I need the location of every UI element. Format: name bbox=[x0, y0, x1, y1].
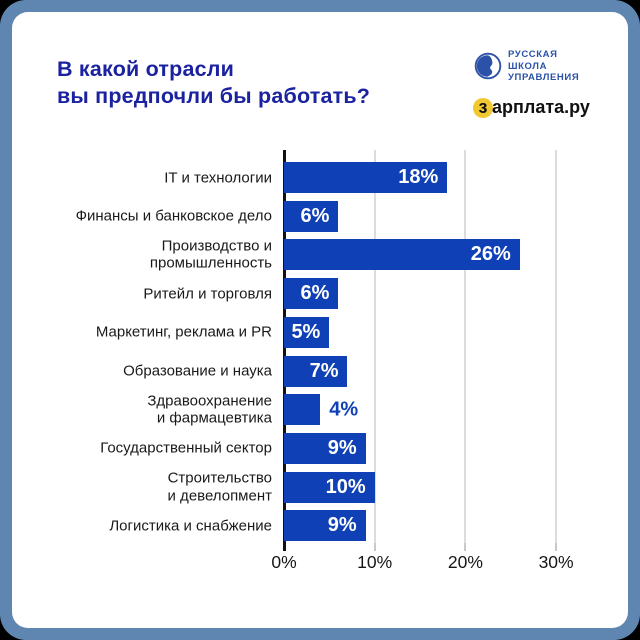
bar-with-value-label: 6% bbox=[284, 200, 339, 232]
x-tick-mark bbox=[555, 543, 558, 551]
category-label: Здравоохранение и фармацевтика bbox=[147, 392, 272, 427]
gridline bbox=[464, 150, 467, 543]
rsu-logo-text: РУССКАЯ ШКОЛА УПРАВЛЕНИЯ bbox=[508, 49, 579, 84]
rsu-logo-line: ШКОЛА bbox=[508, 60, 548, 72]
bar-with-value-label: 9% bbox=[284, 510, 366, 542]
title-line-1: В какой отрасли bbox=[57, 57, 235, 81]
rsu-logo: РУССКАЯ ШКОЛА УПРАВЛЕНИЯ bbox=[474, 49, 579, 84]
x-tick-label: 0% bbox=[271, 552, 297, 572]
rsu-logo-icon bbox=[474, 52, 502, 80]
bar-with-value-label: 7% bbox=[284, 355, 348, 387]
chart: 0% 10% 20% 30% IT и технологии 18% Финансы и б… bbox=[12, 12, 628, 628]
zarplata-logo-text: арплата.ру bbox=[492, 97, 590, 117]
x-tick-mark bbox=[373, 543, 376, 551]
category-label: Строительство и девелопмент bbox=[167, 469, 272, 505]
category-label: Образование и наука bbox=[123, 362, 272, 380]
category-label: Маркетинг, реклама и PR bbox=[95, 323, 272, 341]
value-label: 4% bbox=[329, 398, 359, 421]
rsu-logo-line: РУССКАЯ bbox=[508, 49, 558, 60]
y-axis-line bbox=[282, 150, 286, 551]
category-label: IT и технологии bbox=[164, 168, 272, 186]
card: В какой отрасли вы предпочли бы работать… bbox=[12, 12, 628, 628]
category-label: Финансы и банковское дело bbox=[75, 207, 272, 225]
bar-with-value-label: 10% bbox=[284, 471, 375, 503]
title-line-2: вы предпочли бы работать? bbox=[57, 84, 371, 108]
bar-with-value-label: 9% bbox=[284, 432, 366, 464]
category-label: Ритейл и торговля bbox=[143, 284, 272, 302]
x-tick-mark bbox=[464, 543, 467, 551]
bar-with-value-label: 18% bbox=[284, 162, 448, 193]
x-tick-label: 30% bbox=[538, 552, 574, 572]
bar-with-value-label: 6% bbox=[284, 278, 339, 310]
category-label: Производство и промышленность bbox=[149, 237, 272, 272]
zarplata-highlight-letter: з bbox=[473, 97, 493, 118]
gridline bbox=[373, 150, 376, 543]
zarplata-logo: з арплата.ру bbox=[473, 97, 590, 118]
x-tick-label: 20% bbox=[447, 552, 483, 572]
category-label: Логистика и снабжение bbox=[109, 517, 272, 535]
chart-title: В какой отрасли вы предпочли бы работать… bbox=[57, 56, 370, 110]
bar-with-value-label: 5% bbox=[284, 316, 330, 348]
category-label: Государственный сектор bbox=[100, 439, 272, 457]
bar-with-value-label: 26% bbox=[284, 239, 520, 271]
bar bbox=[284, 394, 321, 426]
gridline bbox=[555, 150, 558, 543]
rsu-logo-line: УПРАВЛЕНИЯ bbox=[508, 72, 580, 83]
x-tick-label: 10% bbox=[357, 552, 393, 572]
